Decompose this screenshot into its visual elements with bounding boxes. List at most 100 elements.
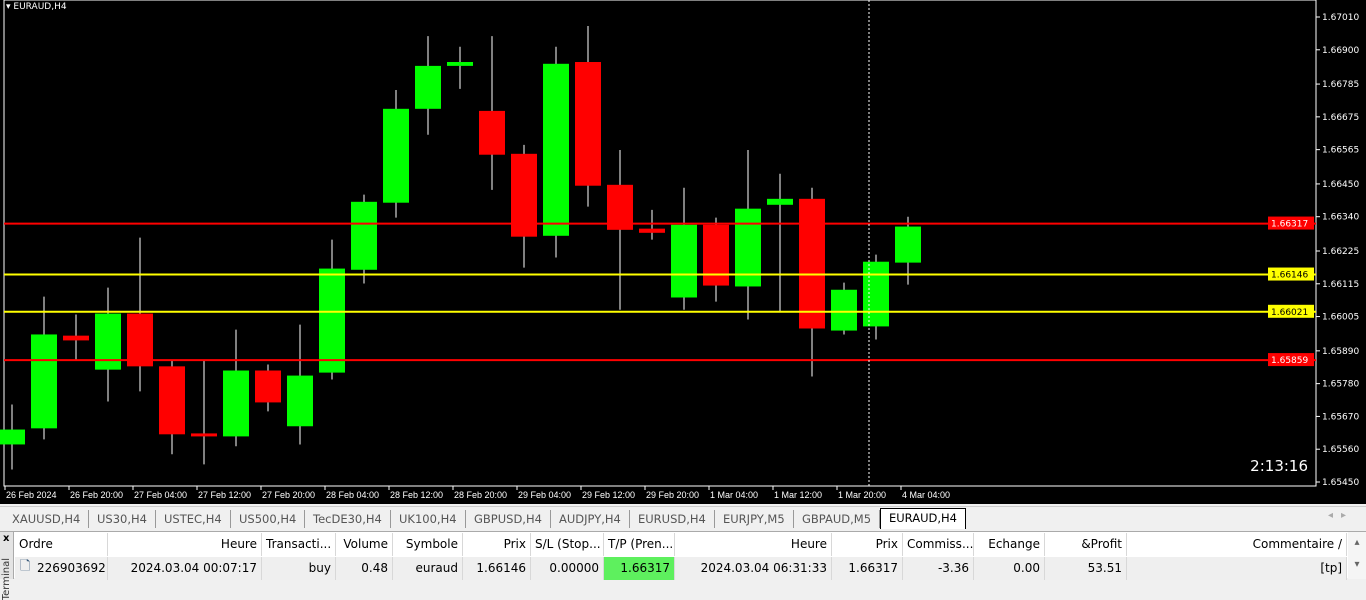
tab-xauusd-h4[interactable]: XAUUSD,H4: [4, 510, 90, 528]
column-header[interactable]: Transacti...: [262, 533, 336, 556]
candle-body: [95, 313, 121, 370]
tab-scroll-arrows[interactable]: ◂▸: [1327, 510, 1354, 521]
price-tick-label: 1.66565: [1322, 146, 1359, 156]
candle-body: [383, 108, 409, 203]
tab-ustec-h4[interactable]: USTEC,H4: [156, 510, 231, 528]
scrollbar[interactable]: ▴ ▾: [1348, 532, 1366, 579]
table-row[interactable]: 226903692 2024.03.04 00:07:17 buy 0.48 eurau…: [15, 557, 1347, 580]
price-tick-label: 1.66340: [1322, 213, 1359, 223]
tab-tecde30-h4[interactable]: TecDE30,H4: [305, 510, 391, 528]
column-header[interactable]: Heure: [108, 533, 262, 556]
candle: [895, 216, 921, 285]
column-header[interactable]: Ordre: [15, 533, 108, 556]
time-label: 29 Feb 04:00: [518, 490, 571, 500]
candle-body: [831, 289, 857, 331]
candle: [255, 364, 281, 412]
candle: [863, 254, 889, 340]
tab-eurusd-h4[interactable]: EURUSD,H4: [630, 510, 715, 528]
candle: [671, 187, 697, 310]
price-tick-label: 1.66785: [1322, 80, 1359, 90]
tab-euraud-h4[interactable]: EURAUD,H4: [880, 508, 966, 529]
candle: [127, 237, 153, 392]
candle: [479, 36, 505, 190]
column-header[interactable]: Commiss...: [903, 533, 974, 556]
table-cell: 53.51: [1045, 557, 1127, 580]
candle: [607, 149, 633, 310]
table-cell: buy: [262, 557, 336, 580]
tab-audjpy-h4[interactable]: AUDJPY,H4: [551, 510, 630, 528]
chart-symbol: EURAUD,H4: [13, 2, 67, 12]
candle: [31, 296, 57, 440]
candle-body: [735, 208, 761, 287]
tab-eurjpy-m5[interactable]: EURJPY,M5: [715, 510, 794, 528]
column-header[interactable]: Commentaire /: [1127, 533, 1347, 556]
order-icon: 🗋: [20, 559, 31, 574]
time-label: 27 Feb 20:00: [262, 490, 315, 500]
candle: [639, 209, 665, 240]
close-icon[interactable]: x: [3, 533, 10, 544]
price-tick-label: 1.66675: [1322, 113, 1359, 123]
tab-gbpusd-h4[interactable]: GBPUSD,H4: [466, 510, 551, 528]
candle-body: [319, 268, 345, 373]
candle-body: [639, 228, 665, 233]
candle-body: [863, 261, 889, 327]
price-tick-label: 1.65670: [1322, 412, 1359, 422]
candle: [63, 314, 89, 360]
candle: [191, 359, 217, 465]
price-chart[interactable]: ▾ EURAUD,H4 2:13:16 1.67010 1.66900 1.6678…: [0, 0, 1366, 504]
terminal-side-strip: x Terminal: [0, 532, 14, 600]
tab-uk100-h4[interactable]: UK100,H4: [391, 510, 466, 528]
candle: [799, 187, 825, 377]
price-tick-label: 1.66225: [1322, 247, 1359, 257]
candle-body: [0, 429, 25, 445]
time-label: 1 Mar 12:00: [774, 490, 822, 500]
time-label: 28 Feb 12:00: [390, 490, 443, 500]
candle: [319, 239, 345, 380]
candle-body: [63, 335, 89, 341]
column-header[interactable]: Echange: [974, 533, 1045, 556]
column-header[interactable]: &Profit: [1045, 533, 1127, 556]
level-price-tag: [1268, 267, 1314, 281]
candle-body: [127, 313, 153, 367]
candle-body: [351, 201, 377, 270]
table-cell: 0.00: [974, 557, 1045, 580]
candle: [575, 25, 601, 207]
time-label: 1 Mar 04:00: [710, 490, 758, 500]
chart-title: ▾ EURAUD,H4: [6, 2, 67, 12]
tab-us500-h4[interactable]: US500,H4: [231, 510, 306, 528]
candle: [767, 173, 793, 312]
level-label: 1.66021: [1271, 308, 1308, 318]
column-header[interactable]: Prix: [463, 533, 531, 556]
column-header[interactable]: T/P (Pren...: [604, 533, 675, 556]
candle-body: [255, 370, 281, 403]
time-label: 28 Feb 20:00: [454, 490, 507, 500]
candle: [735, 149, 761, 320]
column-header[interactable]: Volume: [336, 533, 393, 556]
price-tick-label: 1.66005: [1322, 313, 1359, 323]
table-header: Ordre Heure Transacti... Volume Symbole Prix S…: [15, 533, 1347, 556]
candle-body: [447, 62, 473, 66]
candle-body: [703, 224, 729, 286]
price-tick-label: 1.65450: [1322, 478, 1359, 488]
time-label: 29 Feb 20:00: [646, 490, 699, 500]
price-tick-label: 1.66115: [1322, 280, 1359, 290]
candle: [415, 36, 441, 135]
candle-body: [159, 366, 185, 435]
time-label: 26 Feb 2024: [6, 490, 57, 500]
column-header[interactable]: Heure: [675, 533, 832, 556]
column-header[interactable]: Prix: [832, 533, 903, 556]
table-cell: -3.36: [903, 557, 974, 580]
candle: [159, 359, 185, 455]
price-tick-label: 1.65890: [1322, 347, 1359, 357]
table-cell: 226903692: [15, 557, 108, 580]
candle: [383, 90, 409, 218]
candle: [831, 282, 857, 335]
column-header[interactable]: S/L (Stop...: [531, 533, 604, 556]
candle-body: [543, 63, 569, 236]
tab-us30-h4[interactable]: US30,H4: [89, 510, 156, 528]
candle-body: [767, 198, 793, 205]
column-header[interactable]: Symbole: [393, 533, 463, 556]
time-label: 29 Feb 12:00: [582, 490, 635, 500]
candle: [0, 404, 25, 470]
tab-gbpaud-m5[interactable]: GBPAUD,M5: [794, 510, 881, 528]
